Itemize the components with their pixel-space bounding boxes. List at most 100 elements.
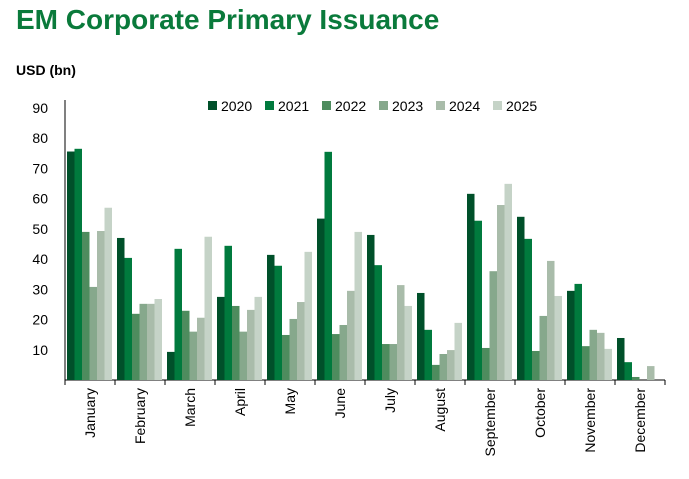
bar-2024-february xyxy=(147,303,155,380)
bar-2023-january xyxy=(89,286,97,380)
y-tick-label: 80 xyxy=(32,130,48,146)
bar-2022-august xyxy=(432,364,440,380)
legend-label-2022: 2022 xyxy=(335,98,366,114)
bar-2025-august xyxy=(454,322,462,380)
bar-2021-april xyxy=(224,245,232,380)
y-tick-label: 20 xyxy=(32,312,48,328)
bar-2021-december xyxy=(624,362,632,380)
y-tick-label: 50 xyxy=(32,221,48,237)
bar-2022-september xyxy=(482,347,490,380)
bar-2021-august xyxy=(424,329,432,380)
bar-2025-october xyxy=(554,295,562,380)
bar-2024-january xyxy=(97,231,105,380)
bar-2021-february xyxy=(124,257,132,380)
bar-2021-october xyxy=(524,238,532,380)
bar-2022-june xyxy=(332,334,340,380)
x-tick-label: August xyxy=(432,388,448,432)
bar-2025-may xyxy=(304,251,312,380)
bar-2025-february xyxy=(154,299,162,380)
bar-2020-november xyxy=(567,290,575,380)
bar-2023-april xyxy=(239,331,247,380)
bar-2020-october xyxy=(517,216,525,380)
bar-2025-january xyxy=(104,207,112,380)
bar-2023-august xyxy=(439,354,447,380)
bar-2022-may xyxy=(282,334,290,380)
x-tick-label: May xyxy=(282,388,298,414)
bar-2020-february xyxy=(117,237,125,380)
x-tick-label: March xyxy=(182,388,198,427)
bar-2025-september xyxy=(504,183,512,380)
bar-2022-october xyxy=(532,350,540,380)
legend-swatch-2020 xyxy=(208,101,217,110)
legend-label-2023: 2023 xyxy=(392,98,423,114)
x-tick-label: September xyxy=(482,388,498,457)
bar-2023-july xyxy=(389,344,397,380)
bar-2024-june xyxy=(347,290,355,380)
bar-2021-may xyxy=(274,265,282,380)
bar-2020-august xyxy=(417,292,425,380)
y-axis-label: USD (bn) xyxy=(16,62,76,78)
bar-2025-march xyxy=(204,236,212,380)
chart-title: EM Corporate Primary Issuance xyxy=(16,4,440,35)
bar-2021-january xyxy=(74,148,82,380)
bar-2024-november xyxy=(597,332,605,380)
y-tick-label: 90 xyxy=(32,100,48,116)
legend-label-2021: 2021 xyxy=(278,98,309,114)
x-tick-label: June xyxy=(332,388,348,419)
bar-2022-november xyxy=(582,346,590,380)
bar-2023-february xyxy=(139,303,147,380)
legend-swatch-2024 xyxy=(436,101,445,110)
y-tick-label: 40 xyxy=(32,251,48,267)
bar-2025-april xyxy=(254,296,262,380)
bar-2020-march xyxy=(167,351,175,380)
bar-2021-november xyxy=(574,283,582,380)
bar-2024-march xyxy=(197,317,205,380)
x-tick-label: December xyxy=(632,388,648,453)
bar-2021-march xyxy=(174,248,182,380)
bar-2023-may xyxy=(289,318,297,380)
bar-2023-october xyxy=(539,315,547,380)
bar-2021-june xyxy=(324,151,332,380)
bar-2023-june xyxy=(339,324,347,380)
legend-label-2020: 2020 xyxy=(221,98,252,114)
bar-2020-december xyxy=(617,337,625,380)
bar-2020-september xyxy=(467,193,475,380)
bar-2024-october xyxy=(547,260,555,380)
bar-2023-march xyxy=(189,331,197,380)
bar-2022-january xyxy=(82,231,90,380)
bar-2020-june xyxy=(317,218,325,380)
y-tick-label: 60 xyxy=(32,191,48,207)
x-tick-label: February xyxy=(132,388,148,444)
x-tick-label: July xyxy=(382,388,398,413)
bar-2024-may xyxy=(297,302,305,380)
bar-2022-july xyxy=(382,344,390,380)
legend-label-2025: 2025 xyxy=(506,98,537,114)
x-tick-label: January xyxy=(82,388,98,438)
bar-2025-july xyxy=(404,305,412,380)
bar-2022-december xyxy=(632,376,640,380)
bar-2020-july xyxy=(367,234,375,380)
bar-2020-january xyxy=(67,151,75,380)
x-tick-label: April xyxy=(232,388,248,416)
legend-swatch-2022 xyxy=(322,101,331,110)
bar-2023-november xyxy=(589,329,597,380)
bar-2025-november xyxy=(604,348,612,380)
bar-2024-august xyxy=(447,350,455,380)
bar-2022-march xyxy=(182,310,190,380)
bar-2025-june xyxy=(354,231,362,380)
x-tick-label: November xyxy=(582,388,598,453)
y-tick-label: 70 xyxy=(32,160,48,176)
x-tick-label: October xyxy=(532,388,548,438)
bar-2020-april xyxy=(217,296,225,380)
bar-2020-may xyxy=(267,254,275,380)
bar-2021-july xyxy=(374,265,382,380)
bar-2021-september xyxy=(474,220,482,380)
legend-label-2024: 2024 xyxy=(449,98,480,114)
bar-2024-july xyxy=(397,285,405,380)
bar-2022-april xyxy=(232,305,240,380)
y-tick-label: 10 xyxy=(32,342,48,358)
legend-swatch-2025 xyxy=(493,101,502,110)
bar-2024-december xyxy=(647,366,655,380)
bar-2022-february xyxy=(132,313,140,380)
